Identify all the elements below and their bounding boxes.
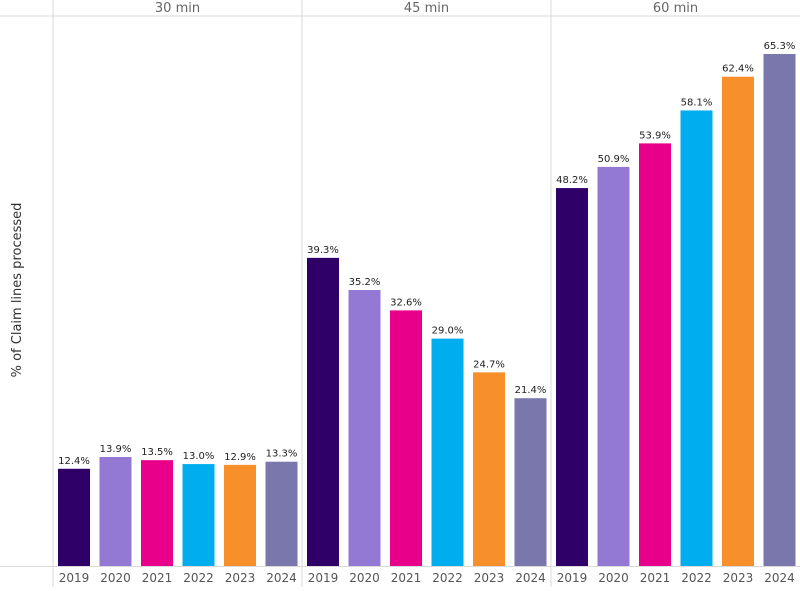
bar-60min-2023 <box>722 76 754 566</box>
panel-header: 30 min <box>155 1 200 16</box>
bar-60min-2024 <box>763 54 796 566</box>
x-tick-label: 2021 <box>391 571 422 585</box>
x-tick-label: 2024 <box>764 571 795 585</box>
data-label: 13.3% <box>266 449 298 460</box>
bar-30min-2022 <box>182 464 215 566</box>
x-tick-label: 2020 <box>100 571 131 585</box>
x-tick-label: 2022 <box>681 571 712 585</box>
bar-45min-2023 <box>473 372 505 566</box>
x-tick-label: 2024 <box>266 571 297 585</box>
data-label: 53.9% <box>639 130 671 141</box>
x-tick-label: 2023 <box>474 571 505 585</box>
panel-header: 45 min <box>404 1 449 16</box>
data-label: 58.1% <box>681 97 713 108</box>
data-label: 12.9% <box>224 452 256 463</box>
data-label: 29.0% <box>432 326 464 337</box>
x-tick-label: 2019 <box>557 571 588 585</box>
data-label: 13.9% <box>100 444 132 455</box>
bar-30min-2024 <box>265 461 298 566</box>
bar-45min-2019 <box>307 257 339 566</box>
data-label: 65.3% <box>764 41 796 52</box>
x-tick-label: 2024 <box>515 571 546 585</box>
x-tick-label: 2022 <box>432 571 463 585</box>
x-tick-label: 2019 <box>59 571 90 585</box>
data-label: 35.2% <box>349 277 381 288</box>
x-tick-label: 2021 <box>640 571 671 585</box>
bar-60min-2019 <box>556 188 588 566</box>
x-tick-label: 2020 <box>349 571 380 585</box>
bar-45min-2020 <box>348 290 381 566</box>
bar-30min-2023 <box>224 464 256 566</box>
x-tick-label: 2021 <box>142 571 173 585</box>
panel-header: 60 min <box>653 1 698 16</box>
data-label: 13.5% <box>141 447 173 458</box>
data-label: 32.6% <box>390 297 422 308</box>
data-label: 21.4% <box>515 385 547 396</box>
x-tick-label: 2023 <box>723 571 754 585</box>
data-label: 48.2% <box>556 175 588 186</box>
bar-45min-2024 <box>514 398 547 566</box>
bar-30min-2019 <box>58 468 90 566</box>
bar-60min-2022 <box>680 110 713 566</box>
x-tick-label: 2019 <box>308 571 339 585</box>
bar-45min-2021 <box>390 310 422 566</box>
data-label: 62.4% <box>722 64 754 75</box>
x-tick-label: 2020 <box>598 571 629 585</box>
data-label: 39.3% <box>307 245 339 256</box>
bar-60min-2020 <box>597 166 630 566</box>
data-label: 13.0% <box>183 451 215 462</box>
bar-30min-2021 <box>141 460 173 566</box>
data-label: 24.7% <box>473 359 505 370</box>
data-label: 12.4% <box>58 456 90 467</box>
x-tick-label: 2022 <box>183 571 214 585</box>
bar-45min-2022 <box>431 338 464 566</box>
data-label: 50.9% <box>598 154 630 165</box>
bar-60min-2021 <box>639 143 671 566</box>
y-axis-label: % of Claim lines processed <box>10 203 25 378</box>
x-tick-label: 2023 <box>225 571 256 585</box>
bar-30min-2020 <box>99 457 132 566</box>
